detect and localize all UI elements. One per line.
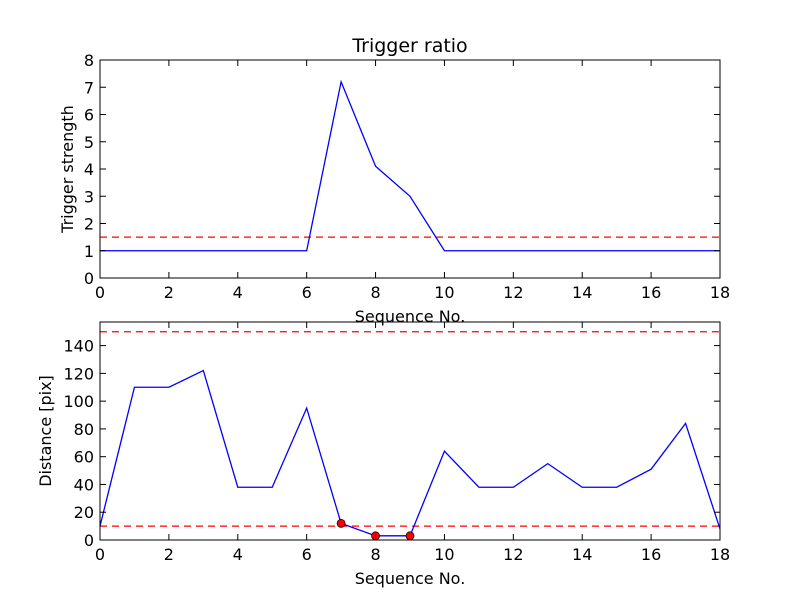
top-x-tick-label: 4: [233, 283, 243, 302]
bottom-x-tick-label: 16: [641, 545, 661, 564]
bottom-x-tick-label: 4: [233, 545, 243, 564]
top-y-tick-label: 3: [84, 187, 94, 206]
top-x-tick-label: 14: [572, 283, 592, 302]
bottom-data-marker: [405, 531, 415, 541]
bottom-axes-frame: [99, 321, 721, 541]
bottom-plot-area: 0 2 4 6 8 10 12 14 16 18 0 20 40 60 80 100 120 140: [63, 321, 730, 564]
top-chart-title: Trigger ratio: [351, 35, 467, 57]
bottom-x-tick-label: 6: [302, 545, 312, 564]
bottom-x-tick-label: 2: [164, 545, 174, 564]
bottom-x-tick-label: 14: [572, 545, 592, 564]
top-x-tick-label: 8: [370, 283, 380, 302]
bottom-x-tick-label: 8: [370, 545, 380, 564]
bottom-x-tick-label: 18: [710, 545, 730, 564]
bottom-y-tick-label: 140: [63, 337, 94, 356]
bottom-data-marker: [336, 518, 346, 528]
bottom-y-tick-label: 40: [74, 475, 94, 494]
top-y-tick-label: 7: [84, 78, 94, 97]
top-y-tick-label: 8: [84, 51, 94, 70]
bottom-x-tick-label: 0: [95, 545, 105, 564]
bottom-x-tick-label: 12: [503, 545, 523, 564]
top-y-tick-label: 4: [84, 160, 94, 179]
top-x-tick-label: 16: [641, 283, 661, 302]
bottom-y-axis-label: Distance [pix]: [36, 375, 55, 487]
bottom-y-tick-label: 100: [63, 392, 94, 411]
top-x-tick-label: 0: [95, 283, 105, 302]
top-x-tick-label: 2: [164, 283, 174, 302]
bottom-y-tick-label: 120: [63, 364, 94, 383]
top-x-tick-label: 10: [434, 283, 454, 302]
top-x-axis-label: Sequence No.: [355, 307, 466, 326]
top-y-axis-label: Trigger strength: [58, 105, 77, 234]
top-y-tick-label: 1: [84, 242, 94, 261]
top-series-line-0: [100, 79, 720, 252]
top-y-tick-label: 2: [84, 215, 94, 234]
top-y-tick-label: 0: [84, 269, 94, 288]
top-x-tick-label: 12: [503, 283, 523, 302]
bottom-y-tick-label: 80: [74, 420, 94, 439]
top-y-tick-label: 6: [84, 106, 94, 125]
top-x-tick-label: 6: [302, 283, 312, 302]
bottom-y-tick-label: 0: [84, 531, 94, 550]
bottom-x-axis-label: Sequence No.: [355, 569, 466, 588]
bottom-x-tick-label: 10: [434, 545, 454, 564]
top-subplot: Trigger ratio Trigger strength Sequence …: [58, 35, 730, 326]
bottom-subplot: Distance [pix] Sequence No. 0 2 4 6 8 10 12 14 1…: [36, 321, 730, 588]
top-y-tick-label: 5: [84, 133, 94, 152]
bottom-y-tick-label: 60: [74, 448, 94, 467]
bottom-y-tick-label: 20: [74, 503, 94, 522]
top-x-tick-label: 18: [710, 283, 730, 302]
